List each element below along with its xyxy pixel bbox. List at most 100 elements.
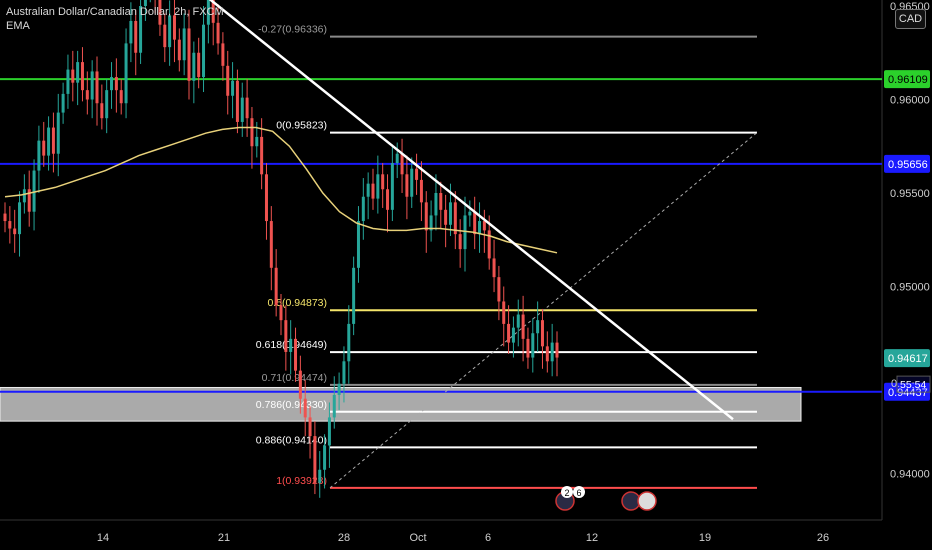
countdown-box: [896, 375, 931, 393]
candle-body: [192, 52, 196, 81]
x-tick-label: Oct: [409, 532, 426, 544]
candle-body: [410, 168, 414, 197]
x-tick-label: 19: [699, 532, 711, 544]
candle-body: [202, 24, 206, 78]
candle-body: [395, 153, 399, 164]
candle-body: [415, 168, 419, 180]
candle-body: [197, 52, 201, 78]
candle-body: [37, 140, 41, 171]
price-label-box: [884, 70, 930, 89]
candle-body: [453, 202, 457, 235]
candle-body: [221, 43, 225, 66]
candle-body: [381, 174, 385, 190]
candle-body: [187, 28, 191, 81]
candle-body: [27, 189, 31, 212]
candle-body: [308, 417, 312, 437]
fib-level-label: 0.786(0.94330): [256, 399, 327, 411]
candle-body: [507, 323, 511, 343]
fib-level-label: 0.71(0.94474): [262, 372, 327, 384]
candle-body: [458, 234, 462, 250]
candle-body: [255, 136, 259, 147]
candle-body: [366, 183, 370, 197]
event-badge-flag: [637, 491, 657, 511]
price-label-text: 0.96109: [888, 74, 928, 86]
candle-body: [536, 320, 540, 334]
candle-body: [463, 215, 467, 250]
candle-body: [531, 333, 535, 358]
candle-body: [318, 469, 322, 483]
event-badge-count-label: 6: [576, 488, 581, 498]
candle-body: [143, 0, 147, 6]
candle-body: [390, 163, 394, 210]
candle-body: [502, 301, 506, 324]
x-tick-label: 21: [218, 532, 230, 544]
candle-body: [260, 136, 264, 175]
candle-body: [124, 43, 128, 104]
candle-body: [478, 221, 482, 235]
symbol-title: Australian Dollar/Canadian Dollar, 2h, F…: [6, 6, 224, 18]
candle-body: [264, 174, 268, 222]
candle-body: [3, 213, 7, 222]
candle-body: [22, 189, 26, 203]
candle-body: [274, 267, 278, 306]
candle-body: [158, 0, 162, 25]
candle-body: [139, 6, 143, 53]
support-zone: [0, 386, 802, 422]
candle-body: [95, 71, 99, 104]
candle-body: [521, 314, 525, 339]
partial-price-label: 0.: [891, 378, 900, 390]
x-tick-label: 6: [485, 532, 491, 544]
candle-body: [492, 258, 496, 278]
candle-body: [332, 394, 336, 418]
candle-body: [356, 221, 360, 268]
candle-body: [119, 90, 123, 104]
candle-body: [298, 370, 302, 399]
candle-body: [434, 193, 438, 216]
candle-body: [134, 20, 138, 53]
candle-body: [206, 0, 210, 25]
indicator-label[interactable]: EMA: [6, 20, 30, 32]
candle-body: [448, 202, 452, 225]
candle-body: [376, 174, 380, 199]
candle-body: [226, 65, 230, 96]
x-tick-label: 28: [338, 532, 350, 544]
candle-body: [327, 417, 331, 446]
candle-body: [240, 97, 244, 122]
price-label-text: 0.95656: [888, 159, 928, 171]
candle-body: [429, 215, 433, 231]
x-tick-label: 26: [817, 532, 829, 544]
candle-body: [284, 320, 288, 352]
candle-body: [511, 327, 515, 343]
fib-level-label: -0.27(0.96336): [258, 24, 327, 36]
candle-body: [352, 267, 356, 324]
candle-body: [342, 361, 346, 384]
candle-body: [42, 140, 46, 156]
candle-body: [347, 323, 351, 362]
currency-badge[interactable]: CAD: [895, 9, 926, 29]
candle-body: [444, 209, 448, 225]
candle-body: [337, 383, 341, 395]
candle-body: [555, 342, 559, 358]
candle-body: [85, 90, 89, 100]
candle-body: [90, 71, 94, 100]
candle-body: [419, 179, 423, 203]
candle-body: [386, 189, 390, 210]
ema-line: [4, 126, 558, 254]
candle-body: [313, 436, 317, 483]
candle-body: [211, 0, 215, 23]
fib-diagonal-line: [329, 132, 758, 489]
candle-body: [545, 346, 549, 362]
price-label-box: [884, 154, 930, 173]
candle-body: [110, 77, 114, 91]
candle-body: [235, 80, 239, 122]
x-tick-label: 14: [97, 532, 109, 544]
event-badge-count-label: 2: [564, 488, 569, 498]
candle-body: [473, 211, 477, 235]
candle-body: [231, 80, 235, 96]
candle-body: [497, 277, 501, 302]
fib-level-label: 0.886(0.94140): [256, 434, 327, 446]
candle-body: [540, 320, 544, 347]
candle-body: [289, 338, 293, 352]
candle-body: [303, 398, 307, 418]
